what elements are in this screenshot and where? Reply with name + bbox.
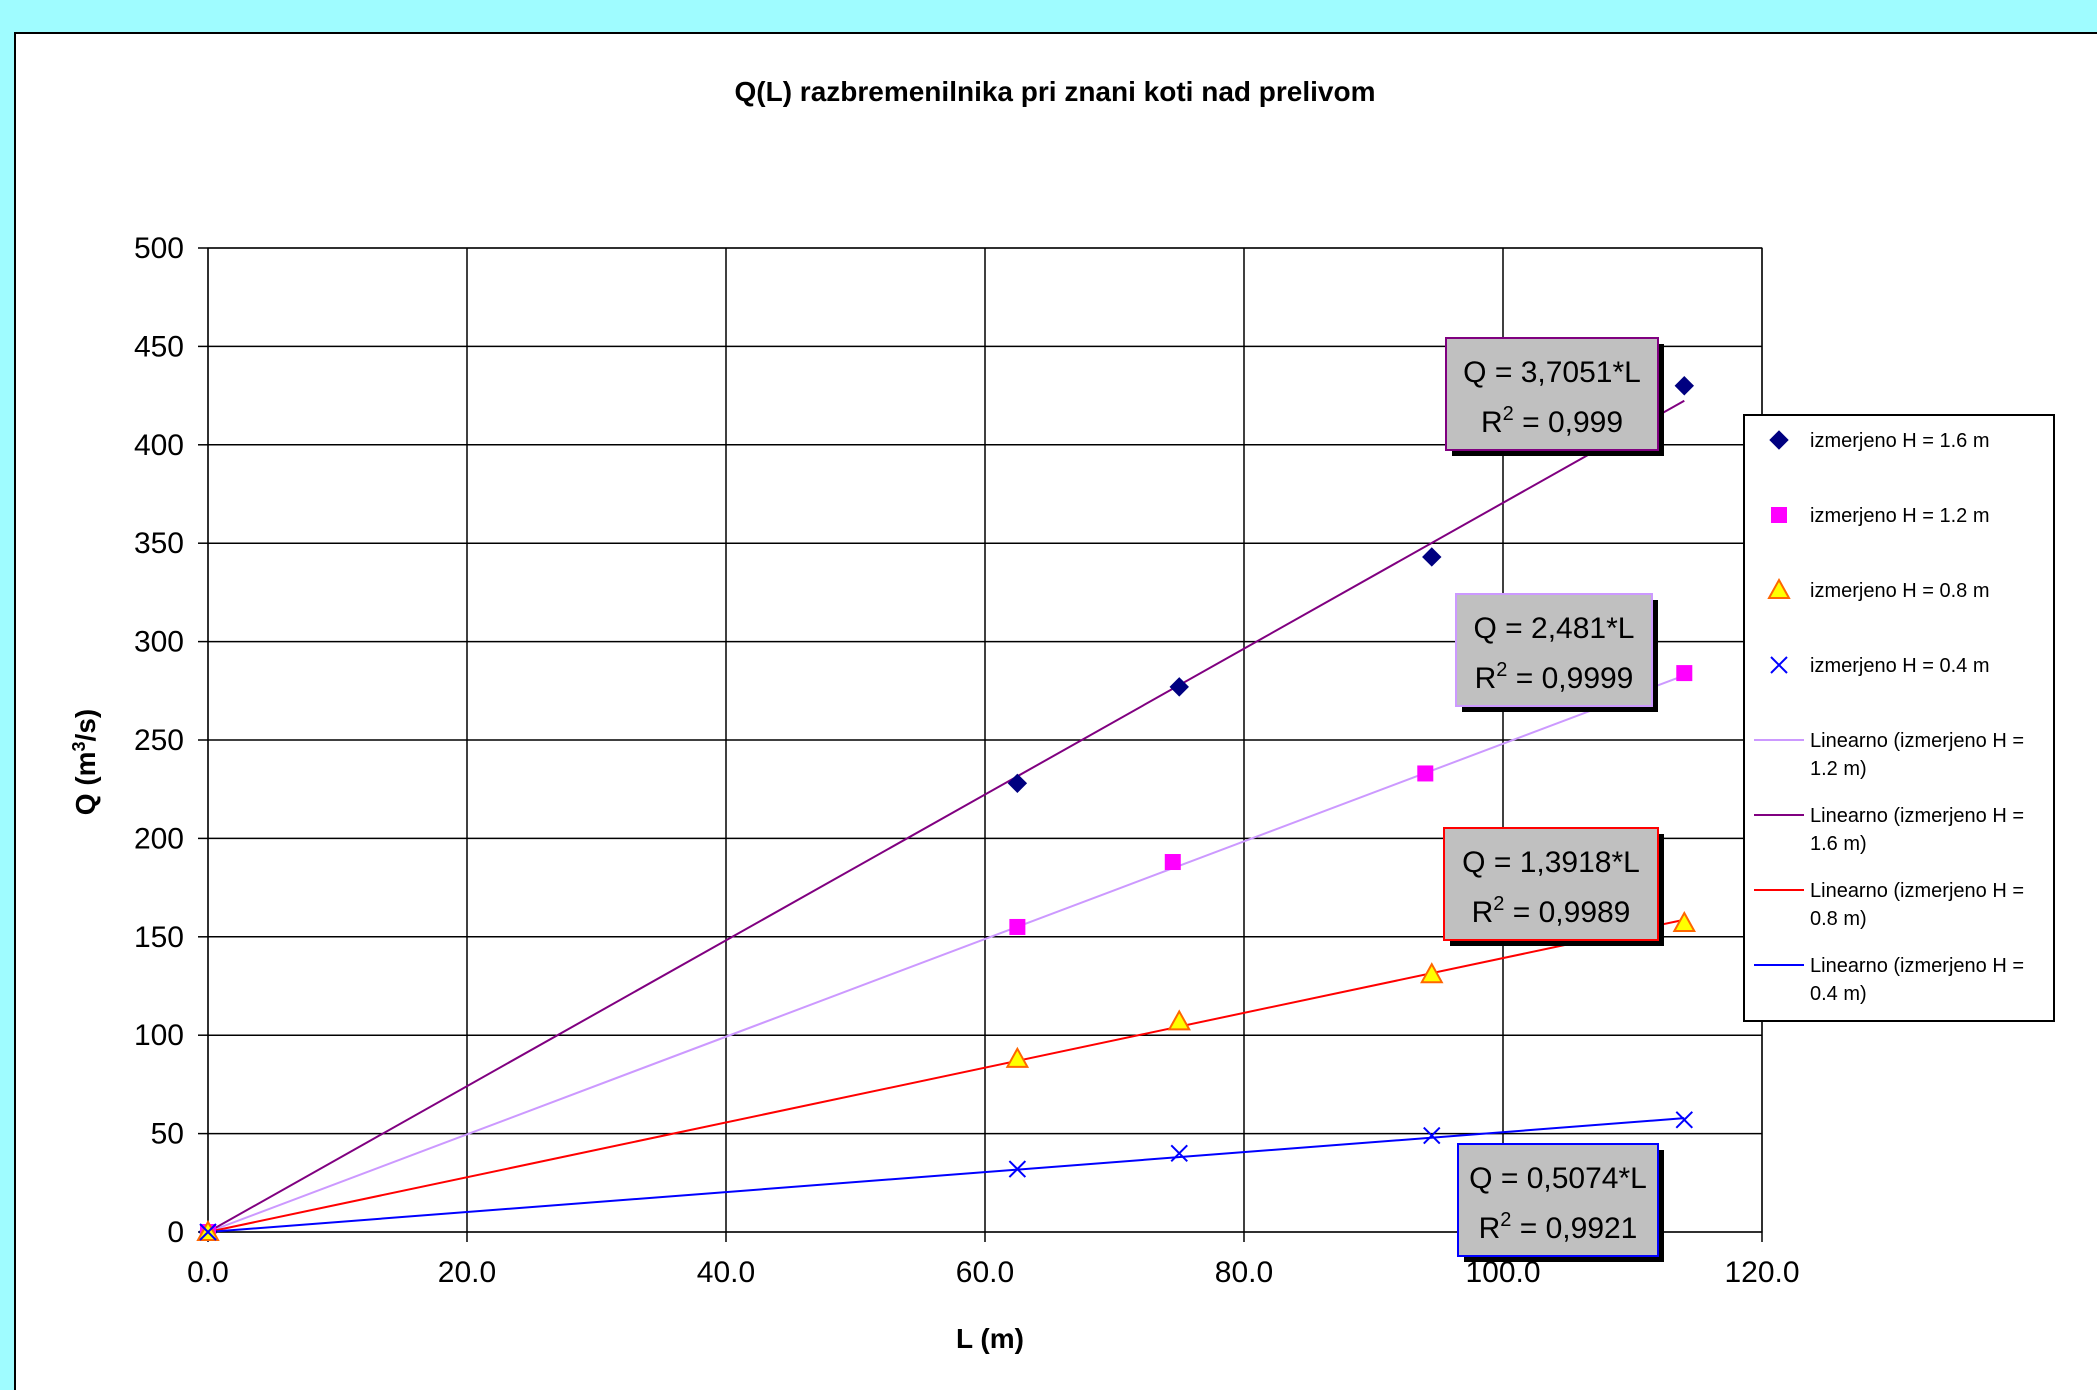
equation-box-body: [1443, 827, 1659, 941]
trend-line: [207, 674, 1685, 1233]
trend-line: [207, 1117, 1685, 1233]
equation-text: Q = 2,481*L: [1474, 612, 1635, 645]
equation-box-body: [1445, 337, 1659, 451]
legend-entry: izmerjeno H = 0.4 m: [1770, 655, 1990, 677]
r-squared-text: R2 = 0,9989: [1472, 893, 1631, 929]
legend-label: 1.6 m): [1810, 833, 1867, 855]
equation-box-body: [1457, 1143, 1659, 1257]
legend-label: Linearno (izmerjeno H =: [1810, 730, 2024, 752]
x-tick-label: 20.0: [438, 1256, 496, 1289]
r-squared-text: R2 = 0,9921: [1479, 1209, 1638, 1245]
legend-entry: Linearno (izmerjeno H = 1.6 m): [1754, 805, 2024, 855]
data-point: [1672, 910, 1696, 933]
r-squared-text: R2 = 0,9999: [1475, 659, 1634, 695]
data-point: [1169, 677, 1189, 697]
legend-label: Linearno (izmerjeno H =: [1810, 955, 2024, 977]
legend-entry: izmerjeno H = 0.8 m: [1767, 577, 1990, 602]
legend-entry: Linearno (izmerjeno H = 1.2 m): [1754, 730, 2024, 780]
data-point: [199, 1223, 217, 1241]
data-point: [1007, 773, 1028, 794]
legend-label: izmerjeno H = 1.2 m: [1810, 505, 1990, 527]
legend: izmerjeno H = 1.6 m izmerjeno H = 1.2 m iz…: [1743, 414, 2055, 1022]
markers: [196, 376, 1696, 1242]
y-axis-label: Q (m3/s): [69, 709, 101, 815]
y-tick-label: 250: [134, 724, 184, 757]
legend-marker: [1769, 430, 1789, 450]
trend-lines: [207, 399, 1685, 1233]
legend-label: izmerjeno H = 1.6 m: [1810, 430, 1990, 452]
x-tick-label: 120.0: [1724, 1256, 1799, 1289]
legend-label: 0.8 m): [1810, 908, 1867, 930]
x-tick-labels: 0.0 20.0 40.0 60.0 80.0 100.0 120.0: [187, 1256, 1799, 1289]
data-point: [1675, 1111, 1694, 1129]
legend-label: izmerjeno H = 0.4 m: [1810, 655, 1990, 677]
legend-label: Linearno (izmerjeno H =: [1810, 805, 2024, 827]
data-point: [1676, 665, 1693, 682]
legend-entry: izmerjeno H = 1.6 m: [1769, 430, 1990, 452]
chart-title: Q(L) razbremenilnika pri znani koti nad …: [734, 76, 1375, 107]
y-tick-label: 350: [134, 527, 184, 560]
x-tick-label: 60.0: [956, 1256, 1014, 1289]
y-tick-label: 200: [134, 822, 184, 855]
data-point: [1417, 765, 1434, 782]
y-tick-label: 0: [167, 1216, 184, 1249]
y-tick-label: 100: [134, 1019, 184, 1052]
data-point: [1164, 854, 1181, 871]
legend-label: Linearno (izmerjeno H =: [1810, 880, 2024, 902]
data-point: [1420, 962, 1444, 984]
y-tick-label: 450: [134, 330, 184, 363]
data-point: [1422, 547, 1442, 567]
y-tick-labels: 0 50 100 150 200 250 300 350 400 450 500: [134, 232, 184, 1249]
trend-line: [207, 399, 1685, 1233]
trend-line: [207, 918, 1685, 1233]
y-tick-label: 150: [134, 921, 184, 954]
equation-box: Q = 3,7051*L R2 = 0,999: [1445, 337, 1664, 456]
legend-label: izmerjeno H = 0.8 m: [1810, 580, 1990, 602]
equation-box: Q = 0,5074*L R2 = 0,9921: [1457, 1143, 1664, 1262]
legend-marker: [1767, 577, 1791, 599]
y-tick-label: 400: [134, 429, 184, 462]
legend-label: 1.2 m): [1810, 758, 1867, 780]
data-point: [1005, 1046, 1030, 1068]
data-point: [1674, 376, 1695, 396]
equation-box: Q = 1,3918*L R2 = 0,9989: [1443, 827, 1664, 946]
trendline-equations: Q = 3,7051*L R2 = 0,999 Q = 2,481*L R2 = 0,…: [1443, 337, 1664, 1262]
equation-text: Q = 3,7051*L: [1463, 356, 1641, 389]
legend-entry: izmerjeno H = 1.2 m: [1771, 505, 1990, 527]
data-point: [1170, 1144, 1188, 1162]
data-point: [1423, 1126, 1441, 1145]
r-squared-text: R2 = 0,999: [1481, 403, 1623, 439]
x-tick-label: 80.0: [1215, 1256, 1273, 1289]
legend-entry: Linearno (izmerjeno H = 0.4 m): [1754, 955, 2024, 1005]
y-tick-label: 50: [151, 1118, 184, 1151]
data-point: [1009, 918, 1026, 935]
legend-marker: [1771, 507, 1787, 523]
equation-box-body: [1455, 593, 1653, 707]
equation-text: Q = 0,5074*L: [1469, 1162, 1647, 1195]
data-point: [1008, 1160, 1027, 1178]
x-tick-label: 40.0: [697, 1256, 755, 1289]
legend-marker: [1770, 656, 1788, 674]
legend-box: [1743, 414, 2055, 1022]
x-axis-label: L (m): [956, 1323, 1024, 1354]
x-tick-label: 0.0: [187, 1256, 229, 1289]
y-tick-label: 500: [134, 232, 184, 265]
y-tick-label: 300: [134, 626, 184, 659]
data-point: [1167, 1009, 1191, 1031]
legend-label: 0.4 m): [1810, 983, 1867, 1005]
equation-box: Q = 2,481*L R2 = 0,9999: [1455, 593, 1658, 712]
legend-entry: Linearno (izmerjeno H = 0.8 m): [1754, 880, 2024, 930]
equation-text: Q = 1,3918*L: [1462, 846, 1640, 879]
